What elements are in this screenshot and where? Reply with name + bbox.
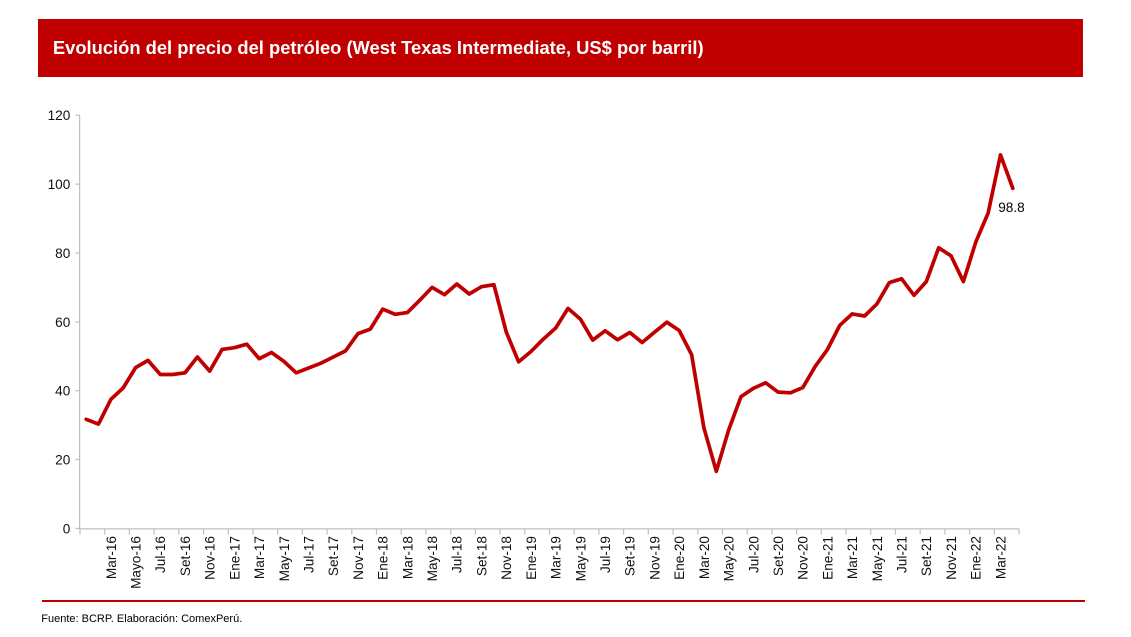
svg-text:May-17: May-17 — [277, 536, 292, 581]
svg-text:120: 120 — [48, 108, 71, 123]
svg-text:Nov-19: Nov-19 — [647, 536, 662, 580]
svg-text:Nov-20: Nov-20 — [796, 536, 811, 580]
svg-text:May-21: May-21 — [870, 536, 885, 581]
svg-text:Ene-17: Ene-17 — [227, 536, 242, 580]
svg-text:Set-20: Set-20 — [771, 536, 786, 576]
svg-text:Mayo-16: Mayo-16 — [129, 536, 144, 589]
svg-text:Mar-19: Mar-19 — [549, 536, 564, 579]
svg-text:98.8: 98.8 — [998, 200, 1024, 215]
svg-text:May-18: May-18 — [425, 536, 440, 581]
svg-text:May-20: May-20 — [722, 536, 737, 582]
svg-text:Jul-17: Jul-17 — [302, 536, 317, 573]
svg-text:Mar-22: Mar-22 — [993, 536, 1008, 579]
svg-text:Ene-20: Ene-20 — [672, 536, 687, 580]
svg-text:Mar-18: Mar-18 — [400, 536, 415, 579]
svg-text:Nov-17: Nov-17 — [351, 536, 366, 580]
svg-text:Jul-19: Jul-19 — [598, 536, 613, 573]
svg-text:40: 40 — [55, 384, 71, 399]
svg-text:Set-17: Set-17 — [326, 536, 341, 576]
svg-text:Nov-16: Nov-16 — [203, 536, 218, 580]
svg-text:Ene-22: Ene-22 — [969, 536, 984, 580]
svg-text:0: 0 — [63, 521, 71, 536]
svg-text:60: 60 — [55, 315, 71, 330]
svg-text:Ene-21: Ene-21 — [820, 536, 835, 580]
svg-text:Mar-21: Mar-21 — [845, 536, 860, 579]
svg-text:Jul-21: Jul-21 — [895, 536, 910, 573]
svg-text:Nov-18: Nov-18 — [499, 536, 514, 580]
svg-text:Jul-18: Jul-18 — [450, 536, 465, 573]
svg-text:Mar-20: Mar-20 — [697, 536, 712, 579]
svg-text:20: 20 — [55, 452, 71, 467]
svg-text:Mar-16: Mar-16 — [104, 536, 119, 579]
svg-text:Jul-16: Jul-16 — [153, 536, 168, 573]
svg-text:Set-21: Set-21 — [919, 536, 934, 576]
svg-text:Ene-18: Ene-18 — [376, 536, 391, 580]
svg-text:Mar-17: Mar-17 — [252, 536, 267, 579]
svg-text:Nov-21: Nov-21 — [944, 536, 959, 580]
svg-text:Jul-20: Jul-20 — [746, 536, 761, 573]
svg-text:May-19: May-19 — [573, 536, 588, 581]
svg-text:Set-18: Set-18 — [474, 536, 489, 576]
svg-text:Set-16: Set-16 — [178, 536, 193, 576]
svg-text:80: 80 — [55, 246, 71, 261]
svg-text:Ene-19: Ene-19 — [524, 536, 539, 580]
svg-text:Set-19: Set-19 — [623, 536, 638, 576]
svg-text:100: 100 — [48, 177, 71, 192]
